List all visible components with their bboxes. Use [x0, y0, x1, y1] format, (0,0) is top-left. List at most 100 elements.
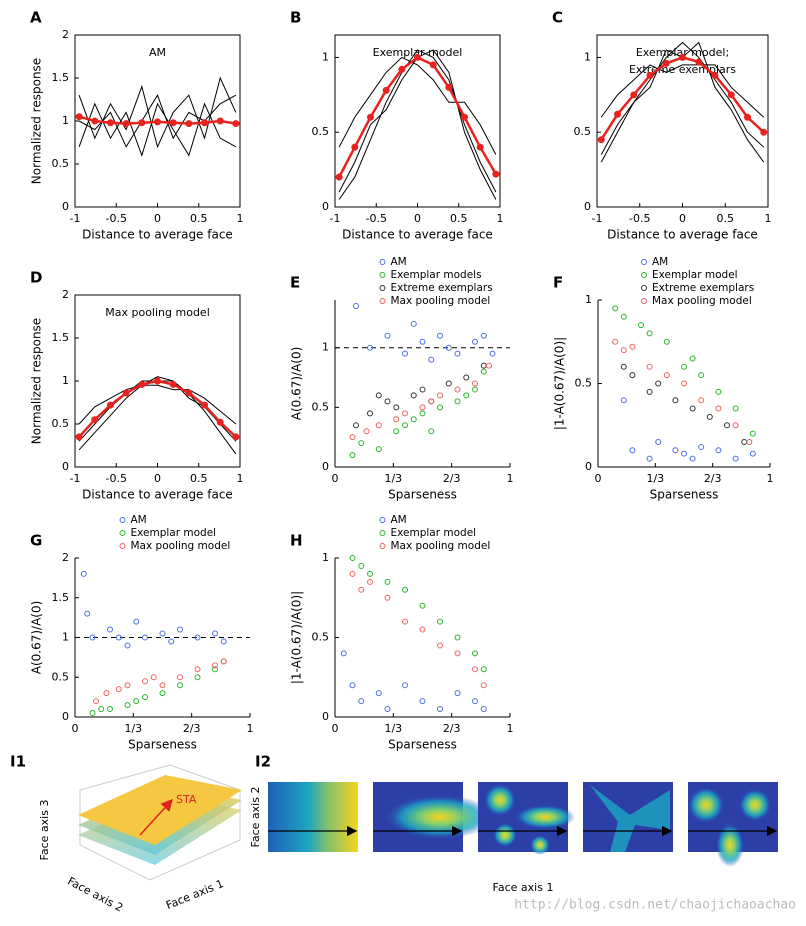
- point: [638, 322, 644, 329]
- point: [445, 344, 452, 351]
- point: [428, 356, 435, 363]
- heatmap-blob: [484, 784, 516, 816]
- point: [715, 405, 722, 412]
- y-axis-label: |1-A(0.67)/A(0)|: [553, 337, 567, 430]
- y-tick-label: 1.5: [52, 591, 70, 604]
- sta-arrow: [139, 798, 174, 836]
- point: [84, 610, 91, 617]
- x-tick-label: -1: [70, 472, 81, 485]
- point: [472, 698, 478, 705]
- line: [338, 49, 497, 200]
- y-tick-label: 2: [62, 551, 69, 564]
- x-tick-label: -0.5: [106, 472, 127, 485]
- point: [106, 119, 114, 127]
- point: [732, 422, 739, 429]
- point: [133, 698, 140, 705]
- x-tick-label: 1: [497, 212, 504, 225]
- point: [620, 347, 627, 354]
- point: [384, 594, 391, 601]
- point: [614, 110, 622, 118]
- y-tick-label: 1.5: [52, 71, 70, 84]
- x-tick-label: 1: [237, 212, 244, 225]
- point: [133, 618, 140, 625]
- x-tick-label: 0: [154, 212, 161, 225]
- x-tick-label: 2/3: [704, 472, 722, 485]
- point: [646, 71, 654, 79]
- point: [655, 380, 662, 387]
- y-tick-label: 2: [62, 28, 69, 41]
- panel: B -1 -0.5 0 0.5 1 0 0.5 1 Distance to average fac…: [290, 9, 504, 242]
- point: [454, 650, 461, 657]
- point: [419, 338, 426, 345]
- point: [154, 118, 161, 126]
- x-tick-label: 1: [507, 472, 514, 485]
- axis-label: Face axis 1: [493, 881, 554, 894]
- point: [698, 443, 705, 450]
- point: [724, 422, 730, 429]
- legend-label: Extreme exemplars: [652, 282, 754, 294]
- point: [185, 389, 193, 397]
- y-tick-label: 0: [322, 200, 329, 213]
- point: [698, 372, 705, 379]
- point: [480, 682, 487, 689]
- point: [646, 388, 653, 395]
- x-tick-label: 2/3: [183, 722, 201, 735]
- legend-marker: [119, 543, 126, 549]
- y-axis-label: A(0.67)/A(0): [30, 601, 44, 675]
- panel: H 0 1/3 2/3 1 0 0.5 1 Sparseness |1-A(0.67)/A(0)|…: [290, 514, 514, 752]
- legend-marker: [379, 530, 386, 536]
- y-axis-label: Normalized response: [30, 318, 44, 444]
- y-tick-label: 1: [322, 551, 329, 564]
- point: [194, 674, 201, 681]
- point: [480, 706, 487, 713]
- point: [367, 344, 373, 351]
- legend-label: AM: [391, 256, 407, 268]
- legend-label: Max pooling model: [391, 295, 491, 307]
- point: [159, 690, 166, 697]
- point: [367, 570, 373, 577]
- legend-label: Exemplar model: [391, 527, 477, 539]
- point: [358, 586, 365, 593]
- point: [620, 397, 627, 404]
- x-tick-label: 0: [154, 472, 161, 485]
- point: [124, 702, 131, 709]
- line: [78, 76, 237, 149]
- point: [393, 416, 400, 423]
- axis-label: Face axis 3: [38, 800, 51, 861]
- point: [398, 65, 406, 73]
- point: [185, 120, 193, 128]
- chart-title: Exemplar model;: [636, 46, 729, 59]
- point: [89, 634, 96, 641]
- point: [489, 350, 496, 357]
- point: [463, 392, 470, 399]
- y-tick-label: 1: [585, 293, 592, 306]
- line: [78, 94, 237, 148]
- x-tick-label: 1: [765, 212, 772, 225]
- x-tick-label: -1: [70, 212, 81, 225]
- x-axis-label: Sparseness: [650, 488, 719, 502]
- x-tick-label: 1: [767, 472, 774, 485]
- point: [159, 630, 166, 637]
- point: [89, 710, 96, 717]
- y-tick-label: 0: [62, 460, 69, 473]
- y-tick-label: 1: [584, 50, 591, 63]
- point: [103, 690, 110, 697]
- x-tick-label: 1/3: [384, 722, 402, 735]
- y-tick-label: 1: [62, 114, 69, 127]
- x-axis-label: Distance to average face: [607, 228, 758, 242]
- point: [106, 401, 114, 409]
- y-tick-label: 1: [322, 50, 329, 63]
- point: [715, 388, 722, 395]
- point: [201, 119, 209, 127]
- point: [746, 438, 753, 445]
- point: [216, 418, 224, 426]
- x-tick-label: 1: [237, 472, 244, 485]
- chart-title: AM: [149, 46, 166, 59]
- point: [445, 380, 452, 387]
- y-tick-label: 0: [322, 710, 329, 723]
- point: [393, 428, 400, 435]
- heatmap-blob: [739, 789, 771, 821]
- point: [122, 120, 130, 128]
- point: [340, 650, 347, 657]
- line: [78, 376, 237, 455]
